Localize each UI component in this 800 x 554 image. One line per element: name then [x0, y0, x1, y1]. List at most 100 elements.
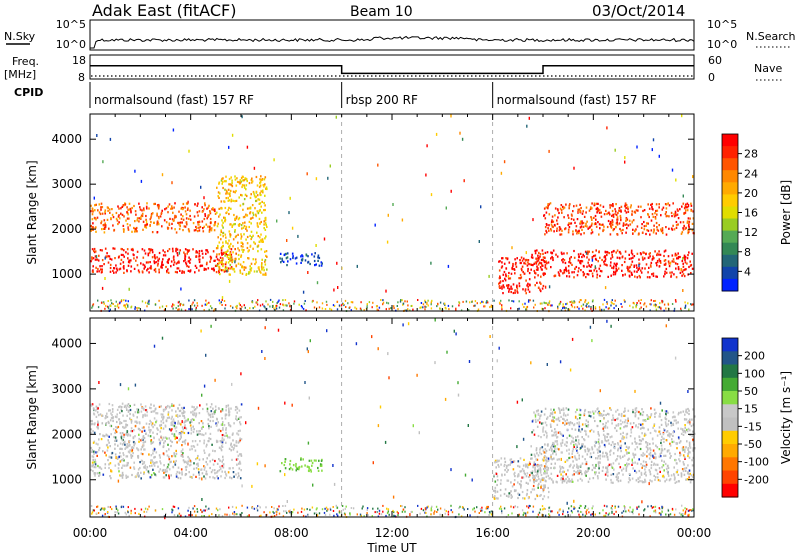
data-point [130, 265, 133, 268]
data-point [138, 202, 140, 205]
data-point [599, 411, 601, 415]
data-point [255, 190, 258, 193]
data-point [182, 304, 184, 307]
data-point [541, 264, 543, 267]
data-point [93, 249, 95, 252]
data-point [156, 212, 158, 215]
data-point [109, 308, 111, 311]
data-point [224, 434, 226, 437]
data-point [192, 222, 195, 225]
data-point [100, 271, 103, 274]
data-point [624, 204, 626, 207]
data-point [253, 194, 256, 197]
data-point [238, 474, 240, 477]
data-point [140, 477, 142, 480]
data-point [253, 270, 256, 273]
data-point [101, 265, 103, 268]
data-point [620, 219, 622, 222]
data-point [215, 255, 218, 258]
data-point [609, 206, 611, 209]
data-point [184, 419, 187, 422]
data-point [234, 200, 236, 203]
data-point [112, 417, 114, 420]
data-point [582, 274, 585, 277]
data-point [596, 424, 599, 428]
data-point [545, 424, 548, 427]
data-point [171, 305, 173, 308]
data-point [668, 215, 670, 218]
data-point [163, 471, 165, 474]
data-point [614, 148, 616, 152]
data-point [114, 447, 116, 450]
data-point [565, 444, 568, 447]
data-point [608, 413, 610, 416]
data-point [554, 445, 557, 448]
data-point [99, 268, 102, 271]
data-point [533, 476, 536, 479]
data-point [130, 430, 132, 433]
data-point [517, 464, 519, 468]
data-point [95, 442, 98, 445]
data-point [463, 179, 465, 183]
data-point [657, 229, 660, 232]
data-point [212, 207, 214, 210]
data-point [175, 452, 178, 455]
data-point [225, 413, 228, 416]
data-point [484, 305, 486, 308]
data-point [425, 305, 427, 308]
data-point [238, 216, 241, 220]
data-point [273, 309, 276, 311]
data-point [129, 449, 131, 452]
data-point [536, 464, 539, 467]
data-point [598, 306, 601, 309]
data-point [264, 263, 267, 266]
data-point [375, 305, 378, 308]
data-point [127, 450, 130, 453]
data-point [637, 417, 640, 420]
data-point [682, 469, 685, 473]
data-point [554, 274, 556, 277]
data-point [233, 422, 235, 425]
data-point [638, 258, 640, 261]
data-point [673, 474, 676, 477]
data-point [624, 442, 626, 445]
data-point [426, 301, 428, 305]
data-point [561, 481, 564, 484]
data-point [522, 270, 524, 274]
data-point [218, 299, 220, 302]
data-point [548, 448, 551, 451]
data-point [243, 186, 246, 189]
data-point [153, 456, 155, 459]
data-point [621, 305, 623, 308]
data-point [586, 253, 589, 256]
data-point [234, 230, 236, 233]
data-point [562, 421, 564, 425]
data-point [216, 440, 218, 444]
data-point [97, 299, 99, 302]
data-point [216, 211, 218, 214]
data-point [653, 224, 655, 227]
data-point [676, 442, 678, 445]
data-point [533, 461, 536, 464]
data-point [205, 472, 207, 476]
data-point [596, 206, 599, 210]
data-point [170, 260, 173, 263]
data-point [256, 270, 258, 273]
data-point [118, 463, 120, 466]
data-point [199, 404, 201, 407]
data-point [223, 251, 226, 254]
data-point [93, 412, 95, 415]
data-point [224, 188, 226, 191]
data-point [604, 286, 607, 290]
data-point [386, 240, 389, 244]
data-point [594, 419, 596, 423]
data-point [533, 306, 535, 309]
data-point [587, 435, 590, 438]
data-point [281, 257, 283, 260]
data-point [630, 273, 633, 276]
data-point [152, 441, 155, 444]
data-point [649, 416, 651, 419]
data-point [90, 260, 92, 263]
data-point [579, 430, 582, 433]
data-point [187, 228, 190, 231]
